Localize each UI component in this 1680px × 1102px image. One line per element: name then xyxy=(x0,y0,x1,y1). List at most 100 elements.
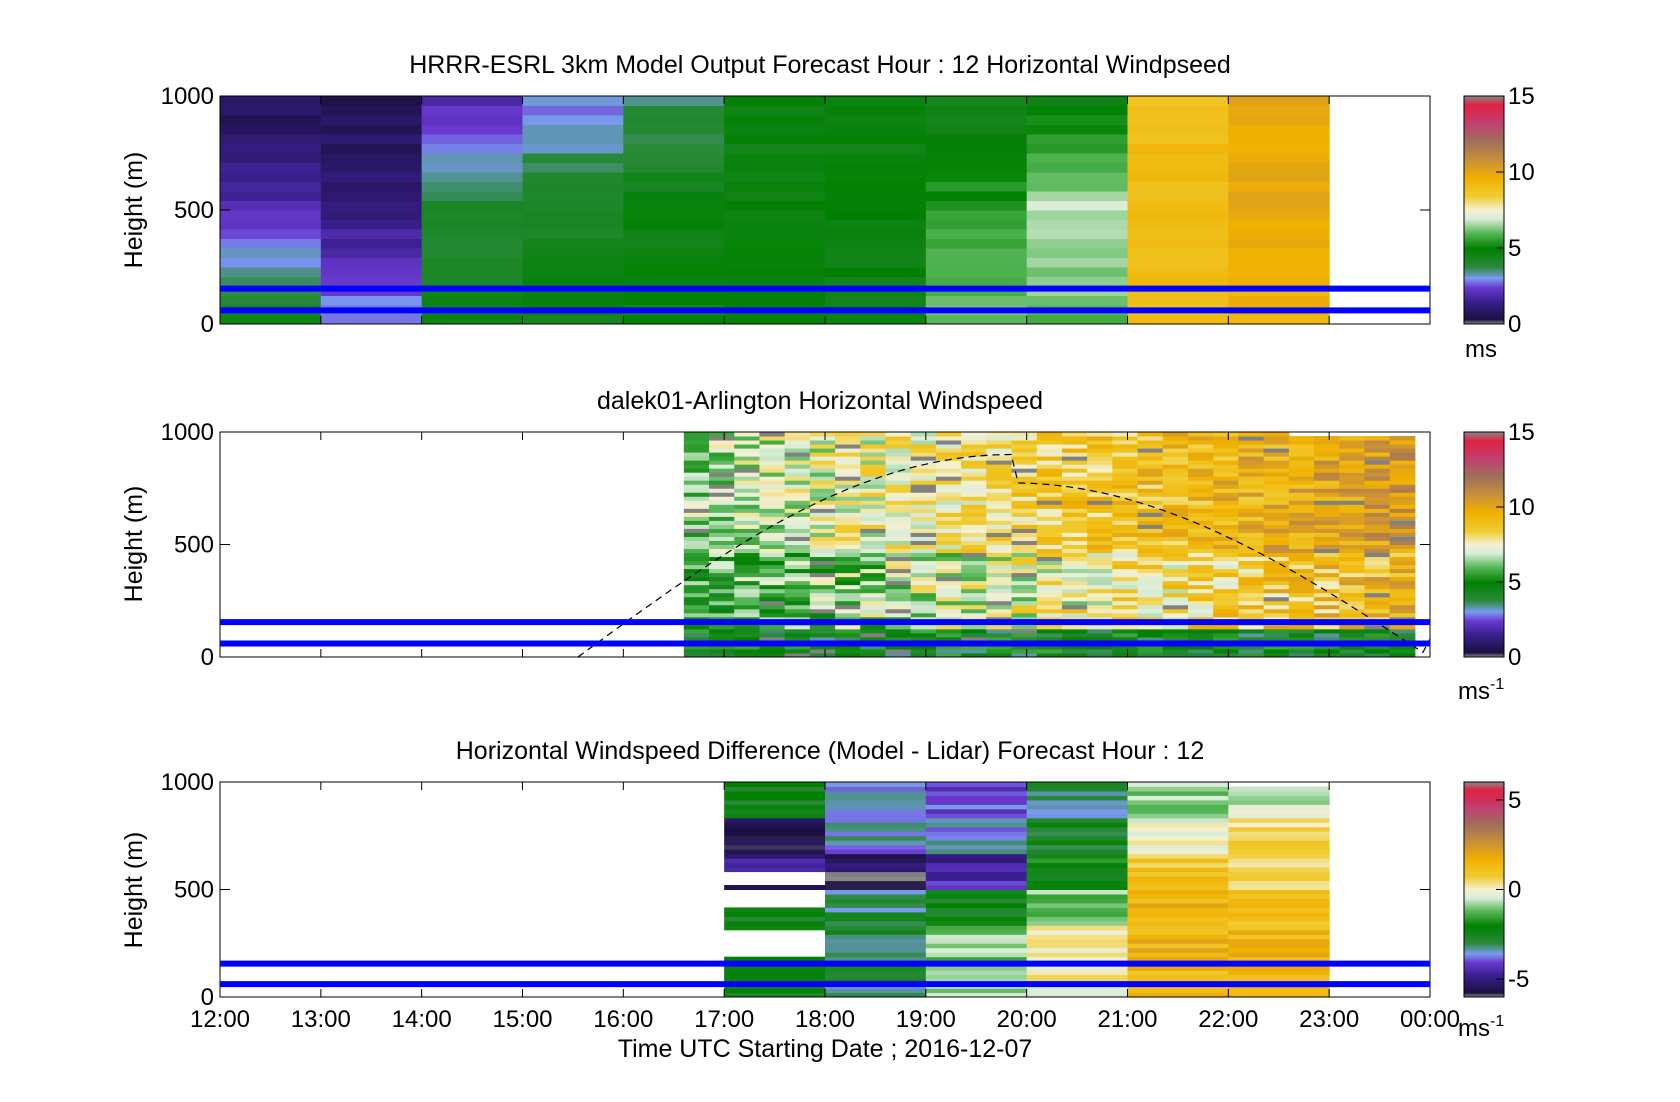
heatmap-cell xyxy=(961,484,987,489)
heatmap-cell xyxy=(734,552,760,558)
heatmap-cell xyxy=(809,568,836,574)
heatmap-cell xyxy=(986,608,1013,614)
heatmap-cell xyxy=(1026,871,1128,877)
heatmap-cell xyxy=(1213,628,1239,634)
heatmap-cell xyxy=(709,500,735,505)
heatmap-cell xyxy=(784,644,811,650)
heatmap-cell xyxy=(320,181,423,192)
heatmap-cell xyxy=(1288,636,1315,642)
heatmap-cell xyxy=(623,172,725,182)
heatmap-cell xyxy=(885,536,912,541)
heatmap-cell xyxy=(784,616,811,622)
heatmap-cell xyxy=(925,229,1028,239)
heatmap-cell xyxy=(724,96,826,106)
heatmap-cell xyxy=(885,564,912,570)
heatmap-cell xyxy=(1127,817,1229,823)
heatmap-cell xyxy=(835,560,861,566)
heatmap-cell xyxy=(784,532,811,537)
heatmap-cell xyxy=(724,831,826,837)
heatmap-cell xyxy=(925,813,1028,819)
heatmap-cell xyxy=(1137,652,1164,658)
heatmap-cell xyxy=(1061,604,1088,610)
heatmap-cell xyxy=(683,432,710,437)
heatmap-cell xyxy=(784,508,811,513)
heatmap-cell xyxy=(1026,115,1128,125)
heatmap-cell xyxy=(1238,536,1265,541)
heatmap-cell xyxy=(1389,480,1416,485)
heatmap-cell xyxy=(1288,472,1315,477)
heatmap-cell xyxy=(1127,795,1229,801)
heatmap-cell xyxy=(809,504,836,509)
heatmap-cell xyxy=(1162,448,1189,453)
heatmap-cell xyxy=(522,134,624,144)
heatmap-cell xyxy=(910,604,937,610)
heatmap-cell xyxy=(961,612,987,618)
heatmap-cell xyxy=(734,448,760,453)
heatmap-cell xyxy=(784,552,811,558)
heatmap-cell xyxy=(986,440,1013,445)
heatmap-cell xyxy=(724,844,826,850)
heatmap-cell xyxy=(734,628,760,634)
heatmap-cell xyxy=(1036,492,1063,497)
heatmap-cell xyxy=(1061,500,1088,505)
heatmap-cell xyxy=(961,556,987,562)
heatmap-cell xyxy=(1036,624,1063,630)
heatmap-cell xyxy=(709,432,735,437)
heatmap-cell xyxy=(1036,456,1063,461)
heatmap-cell xyxy=(759,584,786,590)
heatmap-cell xyxy=(961,584,987,590)
heatmap-cell xyxy=(1263,644,1290,650)
heatmap-cell xyxy=(885,460,912,465)
heatmap-cell xyxy=(935,528,962,533)
heatmap-cell xyxy=(1228,124,1330,135)
heatmap-cell xyxy=(961,480,987,485)
heatmap-cell xyxy=(1087,584,1113,590)
heatmap-cell xyxy=(1238,460,1265,465)
heatmap-cell xyxy=(421,314,523,325)
heatmap-cell xyxy=(910,540,937,545)
heatmap-cell xyxy=(1188,484,1214,489)
heatmap-cell xyxy=(986,576,1013,582)
heatmap-cell xyxy=(759,632,786,638)
heatmap-cell xyxy=(825,105,927,116)
heatmap-cell xyxy=(759,444,786,449)
heatmap-cell xyxy=(759,508,786,513)
heatmap-cell xyxy=(825,219,927,230)
heatmap-cell xyxy=(910,532,937,537)
heatmap-cell xyxy=(1314,440,1340,445)
heatmap-cell xyxy=(961,508,987,513)
heatmap-cell xyxy=(1036,520,1063,525)
heatmap-cell xyxy=(1026,992,1128,998)
heatmap-cell xyxy=(910,588,937,594)
heatmap-cell xyxy=(910,472,937,477)
heatmap-cell xyxy=(835,564,861,570)
heatmap-cell xyxy=(1011,464,1038,469)
heatmap-cell xyxy=(925,115,1028,125)
heatmap-cell xyxy=(885,432,912,437)
heatmap-cell xyxy=(860,592,886,598)
heatmap-cell xyxy=(1087,492,1113,497)
heatmap-cell xyxy=(910,444,937,449)
heatmap-cell xyxy=(1188,440,1214,445)
heatmap-cell xyxy=(1238,532,1265,537)
heatmap-cell xyxy=(1314,560,1340,566)
heatmap-cell xyxy=(1314,652,1340,658)
heatmap-cell xyxy=(1011,444,1038,449)
heatmap-cell xyxy=(986,536,1013,541)
heatmap-cell xyxy=(759,624,786,630)
heatmap-cell xyxy=(1288,444,1315,449)
heatmap-cell xyxy=(986,508,1013,513)
heatmap-cell xyxy=(734,508,760,513)
heatmap-cell xyxy=(1228,840,1330,846)
heatmap-cell xyxy=(1389,552,1416,558)
heatmap-cell xyxy=(1188,644,1214,650)
heatmap-cell xyxy=(825,943,927,949)
heatmap-cell xyxy=(935,460,962,465)
heatmap-cell xyxy=(1238,516,1265,521)
heatmap-cell xyxy=(860,440,886,445)
heatmap-cell xyxy=(1364,560,1391,566)
heatmap-cell xyxy=(1314,564,1340,570)
heatmap-cell xyxy=(935,584,962,590)
heatmap-cell xyxy=(1238,496,1265,501)
heatmap-cell xyxy=(1036,648,1063,654)
